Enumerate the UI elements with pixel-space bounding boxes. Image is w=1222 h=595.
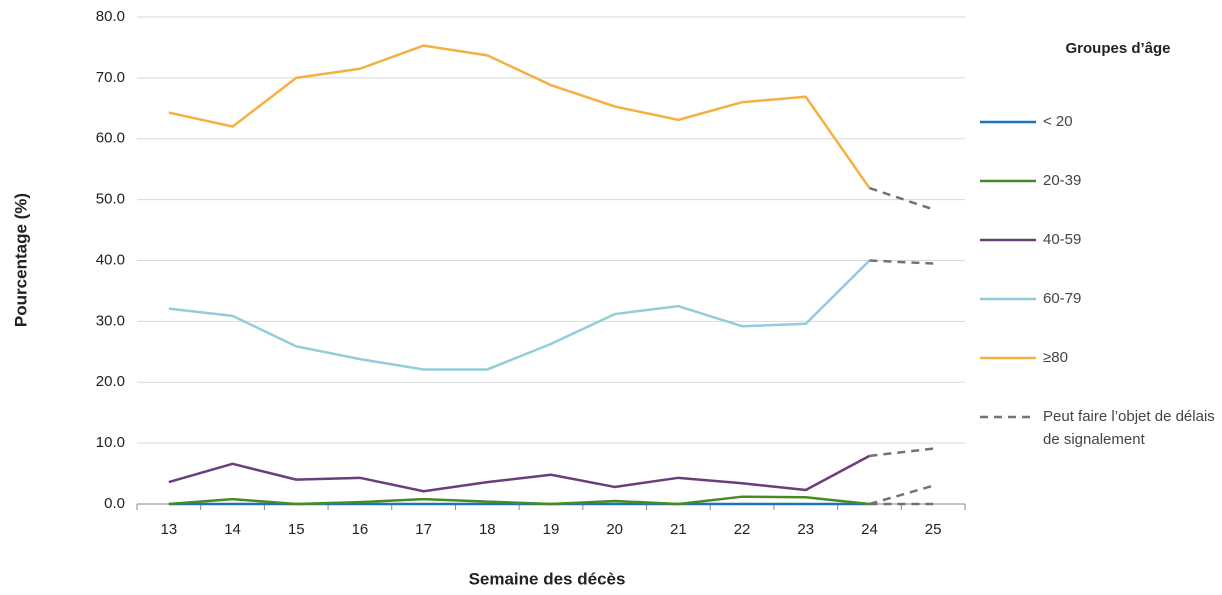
legend-title: Groupes d’âge [1065, 40, 1170, 57]
x-tick-label: 16 [352, 521, 369, 538]
x-tick-label: 21 [670, 521, 687, 538]
y-tick-label: 30.0 [96, 312, 125, 329]
x-tick-label: 20 [606, 521, 623, 538]
series-line-delayed [869, 447, 934, 458]
series-line [168, 44, 871, 189]
series-line-delayed [869, 484, 934, 506]
y-tick-label: 60.0 [96, 130, 125, 147]
series-line [168, 259, 871, 371]
legend-label: Peut faire l’objet de délais de signalem… [1043, 408, 1215, 448]
y-tick-label: 50.0 [96, 191, 125, 208]
y-tick-label: 40.0 [96, 251, 125, 268]
y-tick-label: 80.0 [96, 8, 125, 25]
x-tick-label: 17 [415, 521, 432, 538]
x-tick-label: 22 [734, 521, 751, 538]
x-tick-label: 24 [861, 521, 878, 538]
x-tick-label: 14 [224, 521, 241, 538]
series-line [168, 495, 870, 506]
y-tick-label: 0.0 [104, 495, 125, 512]
x-tick-label: 18 [479, 521, 496, 538]
x-tick-label: 19 [543, 521, 560, 538]
y-tick-label: 20.0 [96, 373, 125, 390]
x-tick-label: 23 [797, 521, 814, 538]
legend-label: 60-79 [1043, 290, 1081, 307]
legend-label: 40-59 [1043, 231, 1081, 248]
legend-label: 20-39 [1043, 172, 1081, 189]
x-tick-label: 15 [288, 521, 305, 538]
y-tick-label: 10.0 [96, 434, 125, 451]
y-axis-label: Pourcentage (%) [11, 193, 30, 327]
legend-label: < 20 [1043, 113, 1073, 130]
legend-label: ≥80 [1043, 349, 1068, 366]
x-axis-label: Semaine des décès [469, 569, 626, 588]
y-tick-label: 70.0 [96, 69, 125, 86]
series-line-delayed [869, 186, 934, 211]
series-line [168, 454, 871, 493]
x-tick-label: 25 [925, 521, 942, 538]
x-tick-label: 13 [161, 521, 178, 538]
series-line-delayed [869, 259, 934, 265]
